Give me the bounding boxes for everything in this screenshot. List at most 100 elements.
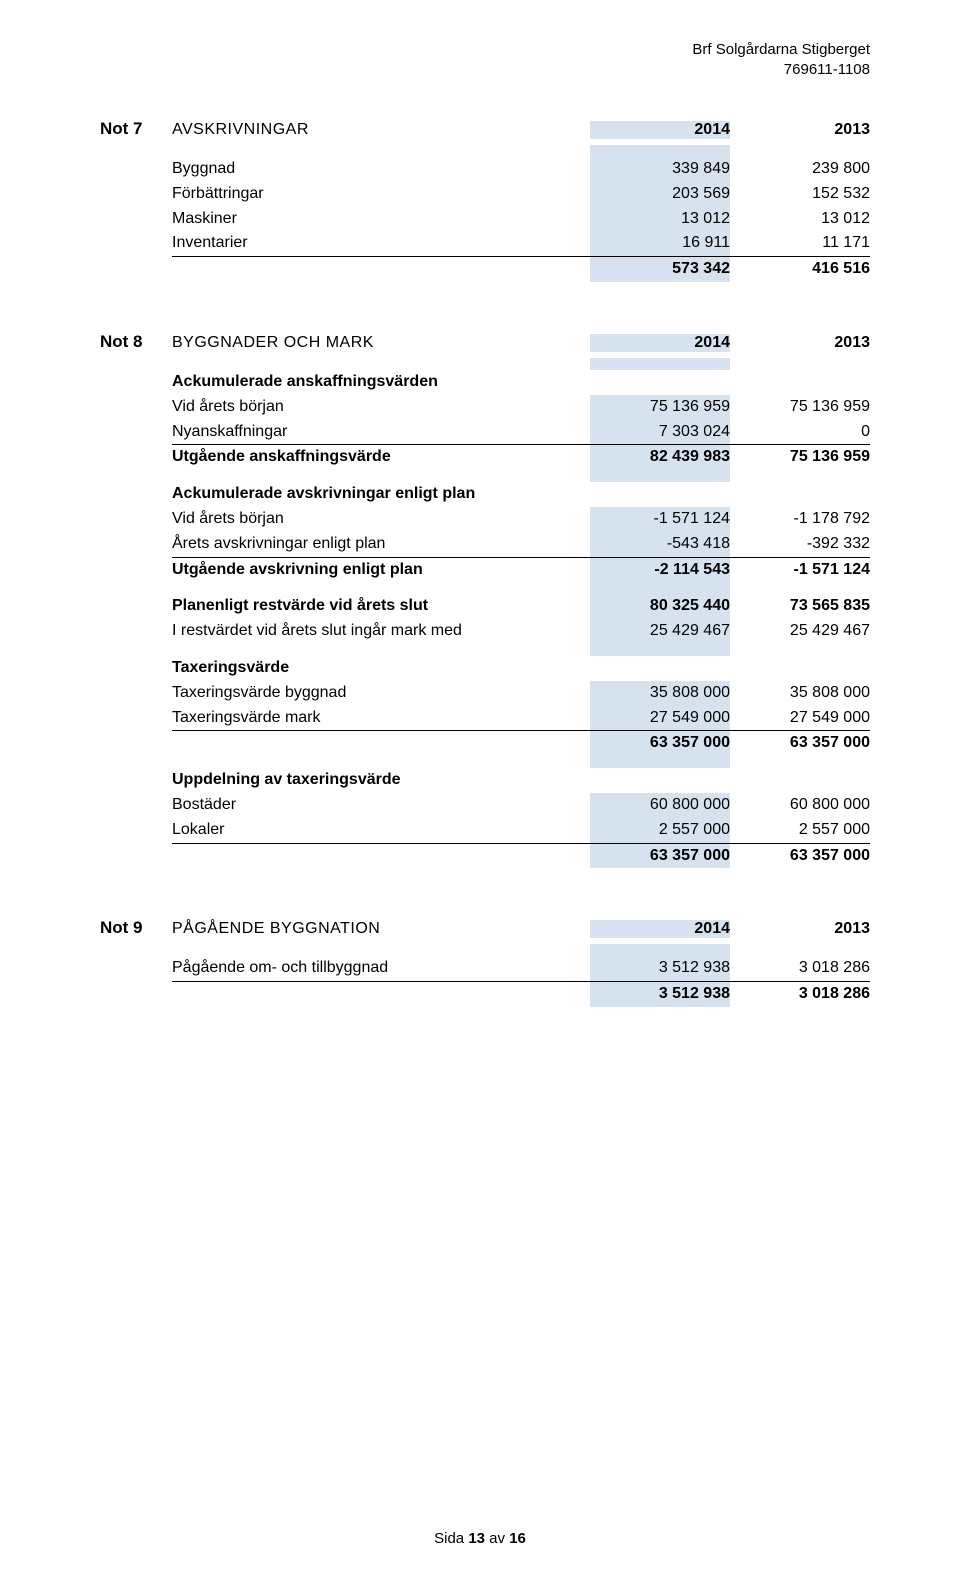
note-9-year2: 2013 [730,920,870,938]
total-val-2014: 63 357 000 [590,844,730,869]
total-label: Utgående anskaffningsvärde [172,445,590,470]
footer-total: 16 [509,1530,526,1547]
total-val-2014: 573 342 [590,257,730,282]
note-7-year-cols: 2014 2013 [590,121,870,139]
row-val-2014: 2 557 000 [590,818,730,844]
table-row: Vid årets början 75 136 959 75 136 959 [100,395,870,420]
table-row: I restvärdet vid årets slut ingår mark m… [100,619,870,644]
row-label: Maskiner [172,207,590,232]
note-7-number: Not 7 [100,119,172,139]
row-val-2013: 11 171 [730,231,870,257]
row-label: Pågående om- och tillbyggnad [172,956,590,982]
row-label: Byggnad [172,157,590,182]
row-label: I restvärdet vid årets slut ingår mark m… [172,619,590,644]
page-header: Brf Solgårdarna Stigberget 769611-1108 [100,40,870,79]
row-val-2013: 35 808 000 [730,681,870,706]
row-label: Förbättringar [172,182,590,207]
footer-prefix: Sida [434,1530,468,1547]
total-val-2014: 82 439 983 [590,445,730,470]
row-label: Inventarier [172,231,590,257]
row-label: Taxeringsvärde byggnad [172,681,590,706]
row-label: Planenligt restvärde vid årets slut [172,594,590,619]
total-val-2013: 63 357 000 [730,731,870,756]
section-heading: Ackumulerade anskaffningsvärden [172,370,590,395]
table-row: Förbättringar 203 569 152 532 [100,182,870,207]
note-9: Not 9 PÅGÅENDE BYGGNATION 2014 2013 Pågå… [100,918,870,1007]
row-val-2014: 25 429 467 [590,619,730,644]
row-val-2013: -392 332 [730,532,870,558]
row-label: Bostäder [172,793,590,818]
row-val-2013: 60 800 000 [730,793,870,818]
row-val-2013: 0 [730,420,870,446]
total-val-2014: -2 114 543 [590,558,730,583]
table-total-row: 63 357 000 63 357 000 [100,844,870,869]
note-7-year2: 2013 [730,121,870,139]
row-val-2013: 27 549 000 [730,706,870,732]
note-7-year1: 2014 [590,121,730,139]
table-row: Nyanskaffningar 7 303 024 0 [100,420,870,446]
row-label: Vid årets början [172,395,590,420]
note-7-title: AVSKRIVNINGAR [172,121,590,139]
section-heading: Uppdelning av taxeringsvärde [172,768,590,793]
row-val-2014: 203 569 [590,182,730,207]
note-9-year-cols: 2014 2013 [590,920,870,938]
note-9-title: PÅGÅENDE BYGGNATION [172,920,590,938]
table-row: Planenligt restvärde vid årets slut 80 3… [100,594,870,619]
row-val-2014: 7 303 024 [590,420,730,446]
row-label: Lokaler [172,818,590,844]
row-val-2014: 3 512 938 [590,956,730,982]
section-heading-row: Ackumulerade anskaffningsvärden [100,370,870,395]
row-val-2013: 3 018 286 [730,956,870,982]
row-label: Taxeringsvärde mark [172,706,590,732]
table-total-row: 573 342 416 516 [100,257,870,282]
table-row: Maskiner 13 012 13 012 [100,207,870,232]
note-8-year2: 2013 [730,334,870,352]
row-val-2013: 25 429 467 [730,619,870,644]
row-val-2014: -1 571 124 [590,507,730,532]
row-val-2013: 13 012 [730,207,870,232]
total-val-2013: 416 516 [730,257,870,282]
row-val-2014: 80 325 440 [590,594,730,619]
section-heading-row: Taxeringsvärde [100,656,870,681]
row-val-2014: 75 136 959 [590,395,730,420]
section-heading: Taxeringsvärde [172,656,590,681]
row-val-2014: 13 012 [590,207,730,232]
note-7-title-row: Not 7 AVSKRIVNINGAR 2014 2013 [100,119,870,139]
table-row: Lokaler 2 557 000 2 557 000 [100,818,870,844]
table-row: Taxeringsvärde byggnad 35 808 000 35 808… [100,681,870,706]
row-val-2013: 239 800 [730,157,870,182]
table-row: Pågående om- och tillbyggnad 3 512 938 3… [100,956,870,982]
row-val-2013: 2 557 000 [730,818,870,844]
page-footer: Sida 13 av 16 [0,1530,960,1547]
note-9-number: Not 9 [100,918,172,938]
total-val-2013: 75 136 959 [730,445,870,470]
table-total-row: 3 512 938 3 018 286 [100,982,870,1007]
row-val-2013: -1 178 792 [730,507,870,532]
table-row: Bostäder 60 800 000 60 800 000 [100,793,870,818]
row-label: Nyanskaffningar [172,420,590,446]
table-row: Inventarier 16 911 11 171 [100,231,870,257]
table-total-row: Utgående avskrivning enligt plan -2 114 … [100,558,870,583]
row-val-2013: 73 565 835 [730,594,870,619]
note-8-title: BYGGNADER OCH MARK [172,334,590,352]
row-val-2014: 35 808 000 [590,681,730,706]
row-val-2013: 75 136 959 [730,395,870,420]
total-val-2014: 3 512 938 [590,982,730,1007]
note-8-number: Not 8 [100,332,172,352]
note-7: Not 7 AVSKRIVNINGAR 2014 2013 Byggnad 33… [100,119,870,282]
row-val-2013: 152 532 [730,182,870,207]
footer-page: 13 [468,1530,485,1547]
total-val-2013: -1 571 124 [730,558,870,583]
table-row: Taxeringsvärde mark 27 549 000 27 549 00… [100,706,870,732]
org-number: 769611-1108 [100,60,870,80]
total-val-2013: 63 357 000 [730,844,870,869]
total-label: Utgående avskrivning enligt plan [172,558,590,583]
company-name: Brf Solgårdarna Stigberget [100,40,870,60]
row-label: Årets avskrivningar enligt plan [172,532,590,558]
row-val-2014: 60 800 000 [590,793,730,818]
footer-mid: av [485,1530,509,1547]
row-label: Vid årets början [172,507,590,532]
row-val-2014: -543 418 [590,532,730,558]
row-val-2014: 339 849 [590,157,730,182]
table-total-row: 63 357 000 63 357 000 [100,731,870,756]
